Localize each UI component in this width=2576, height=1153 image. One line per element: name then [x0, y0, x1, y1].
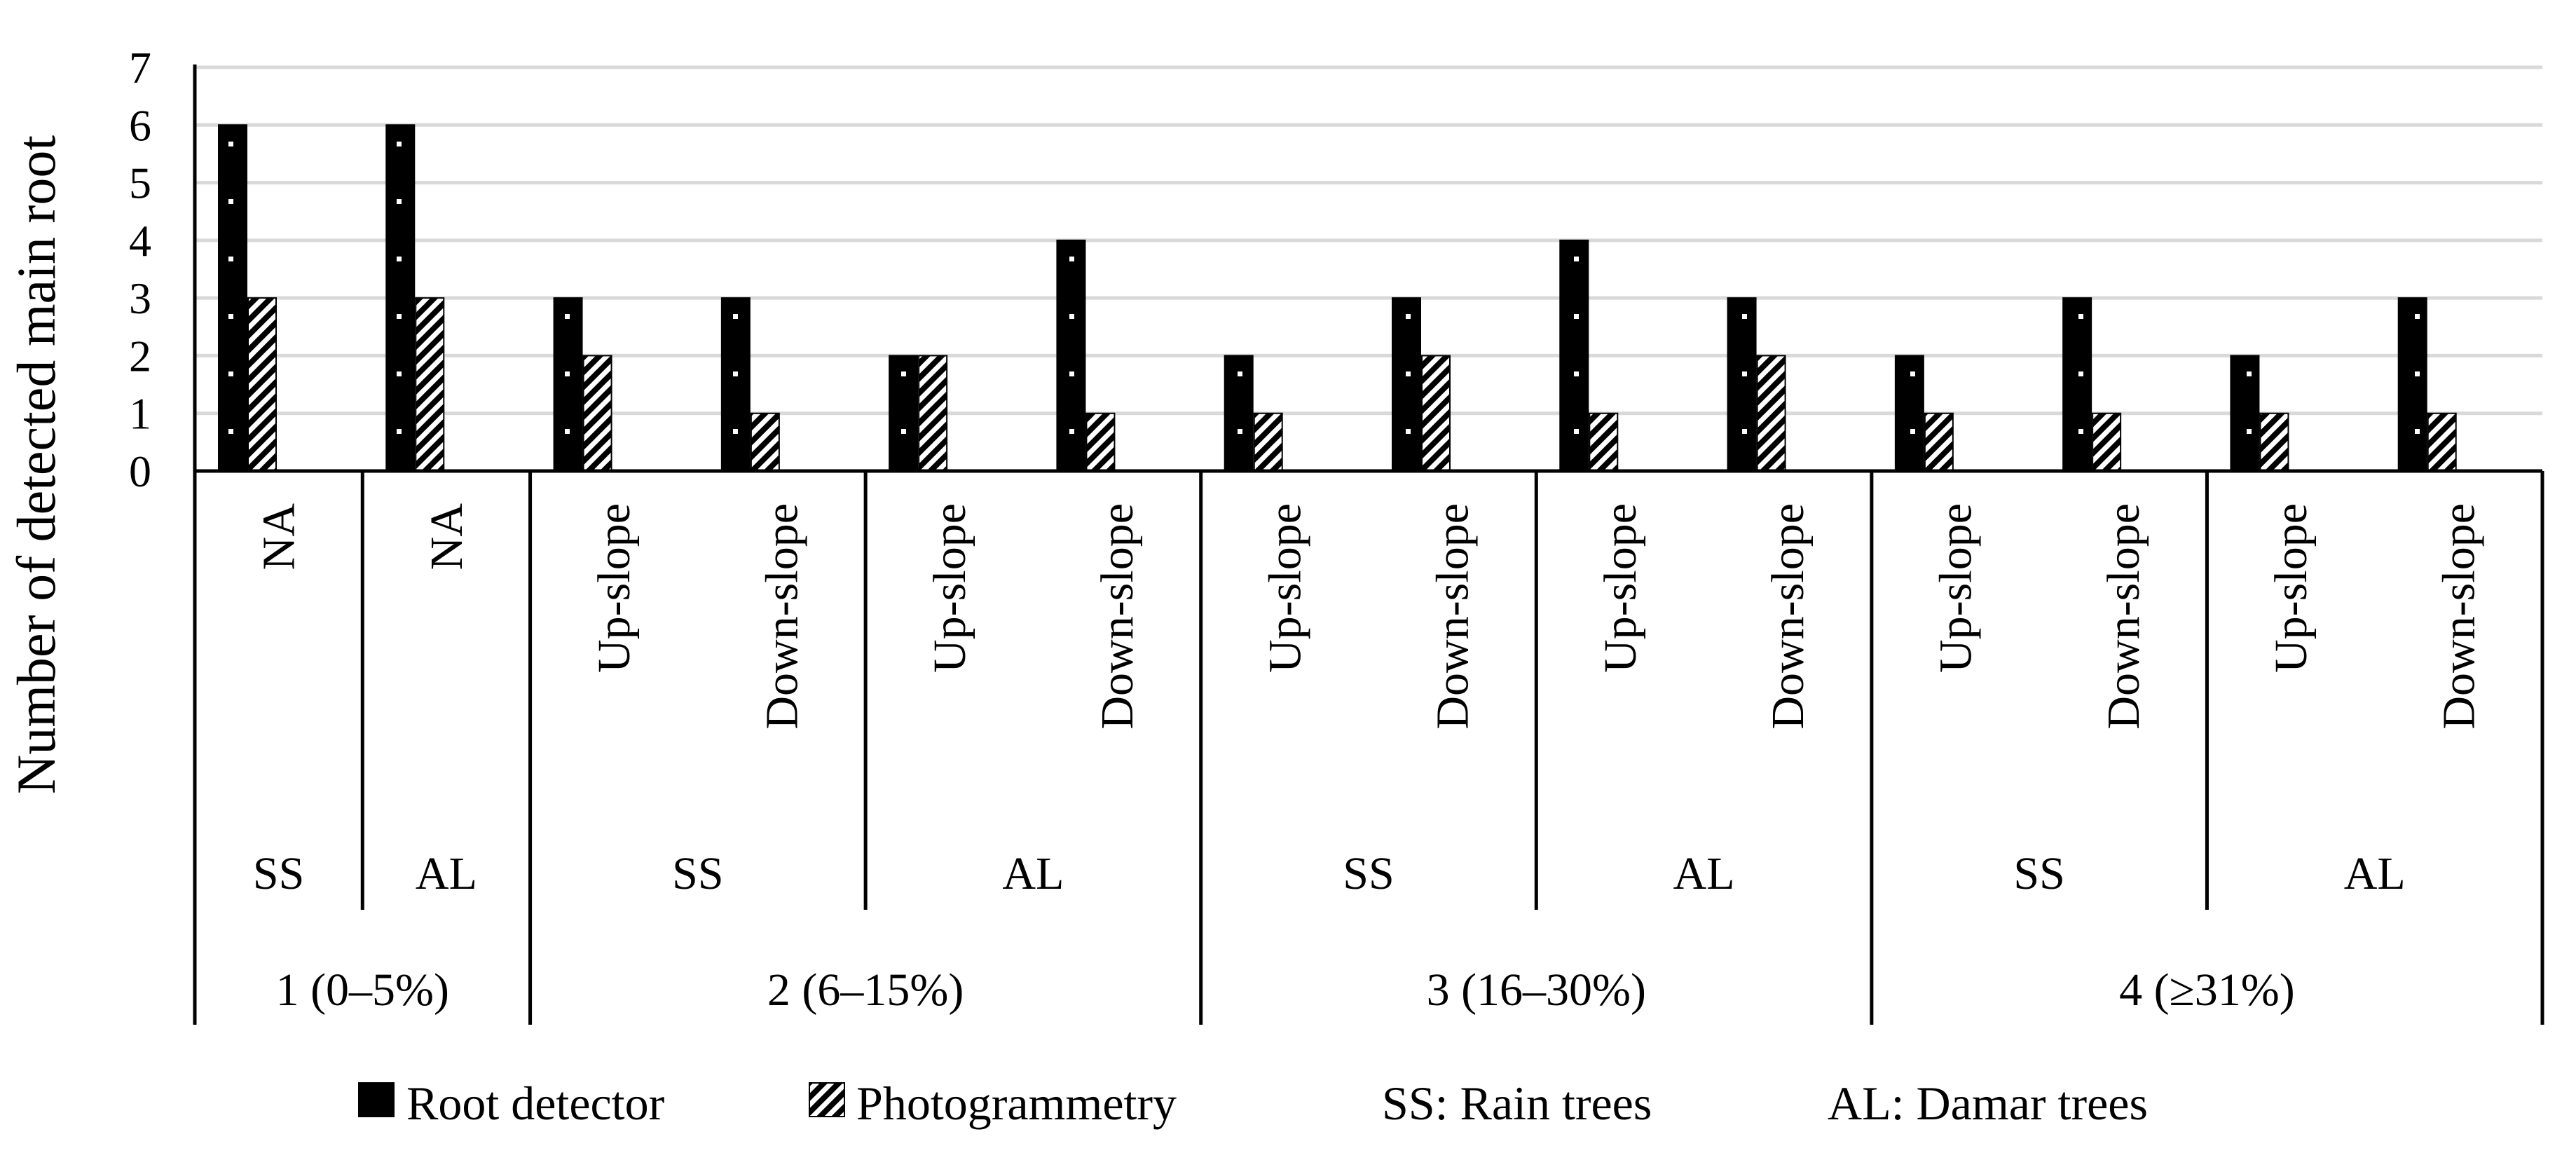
y-tick-label: 1	[129, 389, 151, 439]
species-label: AL	[1002, 848, 1064, 899]
slope-class-label: 4 (≥31%)	[2119, 964, 2295, 1016]
y-tick-label: 6	[129, 100, 151, 150]
position-label: Up-slope	[2266, 503, 2317, 673]
legend-label-root-detector: Root detector	[406, 1077, 665, 1130]
bar-root-detector	[889, 355, 919, 472]
bar-root-detector	[218, 124, 247, 472]
y-tick-label: 3	[129, 273, 151, 323]
position-label: Down-slope	[757, 503, 808, 730]
bar-root-detector	[1056, 239, 1086, 472]
position-label: Down-slope	[1427, 503, 1479, 730]
bar-photogrammetry	[247, 297, 277, 472]
y-tick-label: 2	[129, 331, 151, 381]
bar-root-detector	[1559, 239, 1589, 472]
bar-photogrammetry	[582, 355, 612, 472]
bar-photogrammetry	[1756, 355, 1786, 472]
legend-note-al: AL: Damar trees	[1828, 1077, 2148, 1130]
species-label: SS	[1343, 848, 1394, 899]
position-label: Up-slope	[1931, 503, 1982, 673]
y-tick-label: 4	[129, 216, 151, 266]
position-label: Down-slope	[2433, 503, 2484, 730]
bar-root-detector	[1392, 297, 1421, 472]
bar-root-detector	[1894, 355, 1924, 472]
bar-photogrammetry	[1253, 412, 1283, 472]
bar-photogrammetry	[750, 412, 780, 472]
gridlines	[195, 65, 2542, 416]
species-label: SS	[253, 848, 304, 899]
bar-photogrammetry	[2259, 412, 2289, 472]
category-labels: SS AL SS AL SS AL SS AL 1 (0–5%) 2 (6–15%) 3 (16–3…	[253, 503, 2484, 1016]
position-label: NA	[421, 503, 472, 571]
position-label: Down-slope	[1092, 503, 1143, 730]
slope-class-label: 3 (16–30%)	[1427, 964, 1646, 1016]
species-label: AL	[1673, 848, 1735, 899]
bar-root-detector	[385, 124, 416, 472]
bar-root-detector	[2230, 355, 2260, 472]
bar-photogrammetry	[918, 355, 948, 472]
bar-root-detector	[2062, 297, 2092, 472]
bar-photogrammetry	[1924, 412, 1954, 472]
bar-photogrammetry	[415, 297, 445, 472]
position-label: Up-slope	[1595, 503, 1646, 673]
species-label: AL	[416, 848, 477, 899]
position-label: Down-slope	[2098, 503, 2149, 730]
species-label: AL	[2344, 848, 2406, 899]
position-label: NA	[254, 503, 305, 571]
position-label: Up-slope	[1259, 503, 1310, 673]
bar-root-detector	[1224, 355, 1254, 472]
y-tick-label: 0	[129, 446, 151, 496]
legend-note-ss: SS: Rain trees	[1382, 1077, 1652, 1130]
slope-class-label: 1 (0–5%)	[276, 964, 449, 1016]
position-label: Up-slope	[924, 503, 975, 673]
bar-photogrammetry	[2092, 412, 2122, 472]
slope-class-label: 2 (6–15%)	[767, 964, 964, 1016]
y-tick-label: 5	[129, 158, 151, 208]
legend-swatch-root-detector	[358, 1082, 395, 1117]
bar-root-detector	[720, 297, 751, 472]
species-label: SS	[672, 848, 723, 899]
bar-photogrammetry	[1085, 412, 1116, 472]
legend: Root detector Photogrammetry SS: Rain tr…	[358, 1077, 2148, 1130]
bar-root-detector	[553, 297, 583, 472]
bar-root-detector	[1727, 297, 1757, 472]
axes: 0 1 2 3 4 5 6 7	[129, 43, 2544, 1025]
bar-photogrammetry	[2427, 412, 2457, 472]
bar-root-detector	[2397, 297, 2427, 472]
y-axis-label: Number of detected main root	[6, 135, 67, 794]
legend-swatch-photogrammetry	[809, 1082, 845, 1117]
bar-photogrammetry	[1589, 412, 1619, 472]
position-label: Down-slope	[1762, 503, 1814, 730]
species-label: SS	[2013, 848, 2064, 899]
bars	[218, 124, 2457, 472]
legend-label-photogrammetry: Photogrammetry	[856, 1077, 1177, 1130]
y-tick-label: 7	[129, 43, 151, 93]
position-label: Up-slope	[589, 503, 640, 673]
bar-photogrammetry	[1421, 355, 1451, 472]
